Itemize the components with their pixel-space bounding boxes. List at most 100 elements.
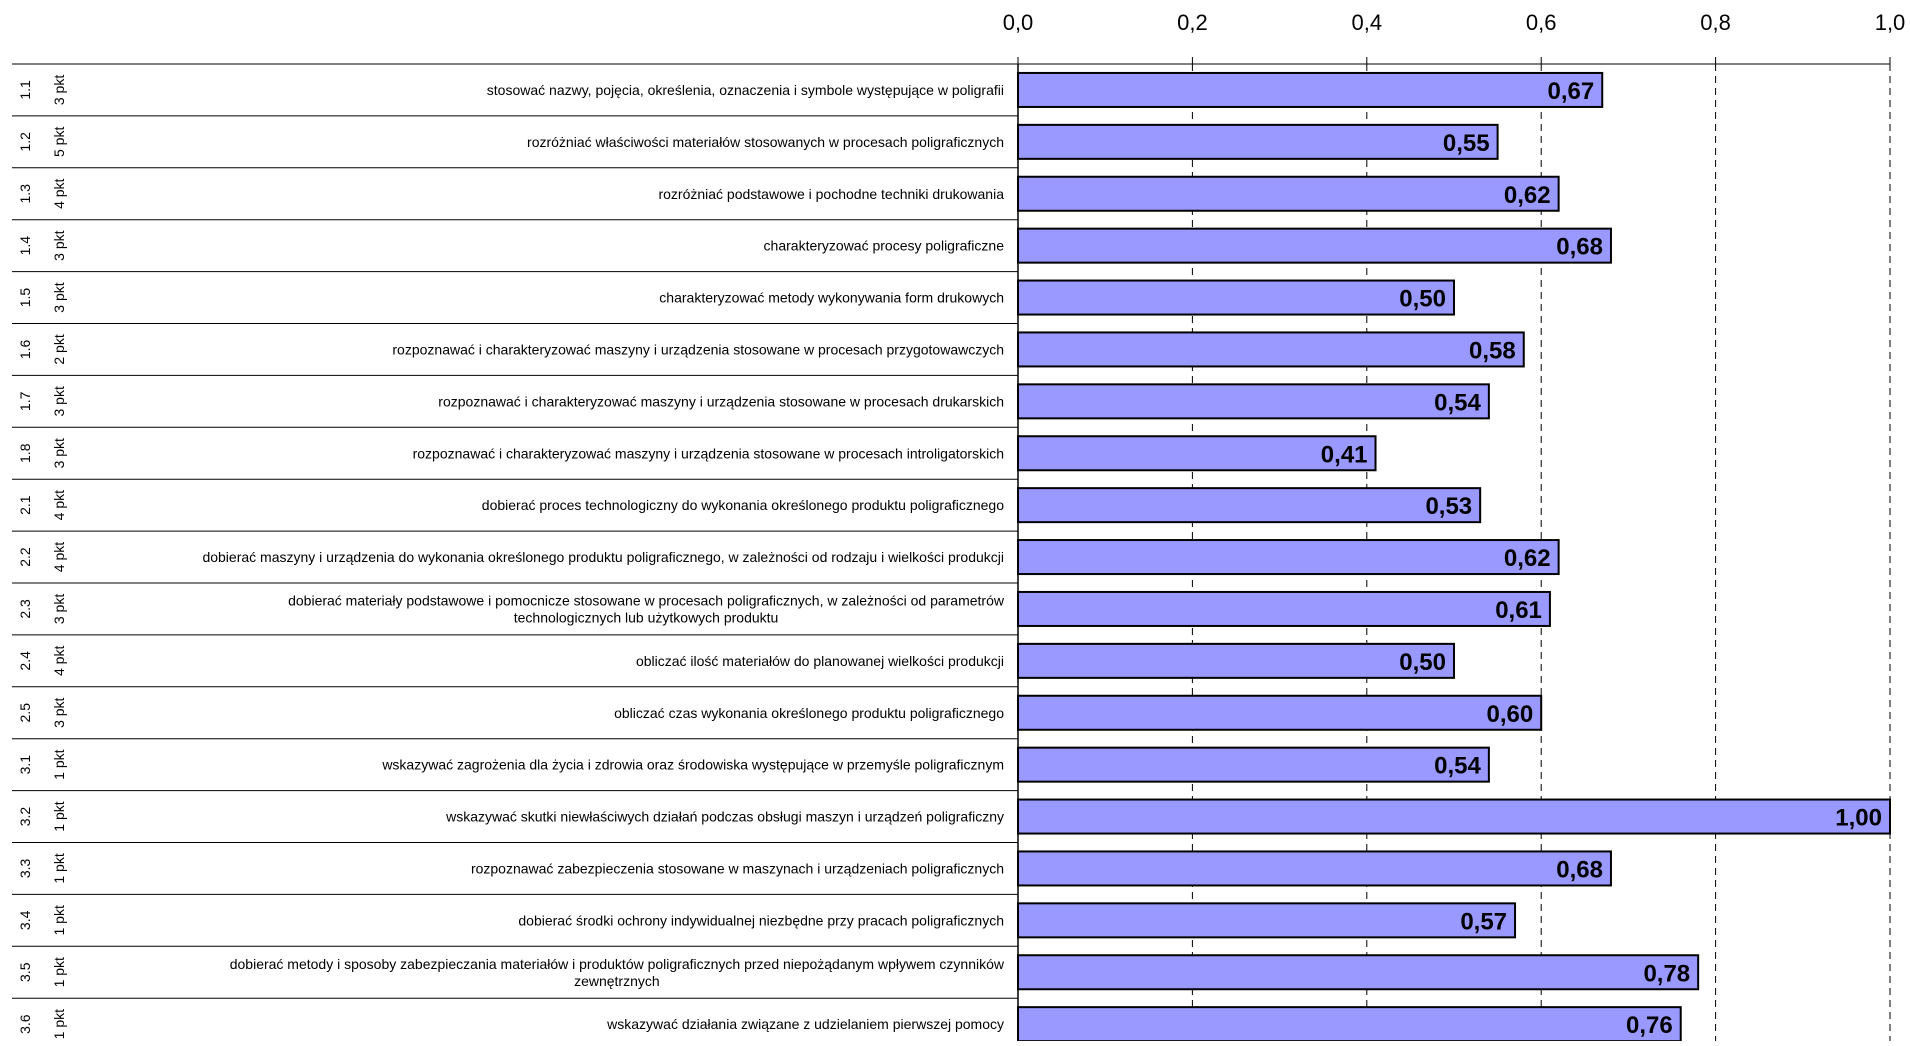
tick-label: 1,0 [1875, 10, 1906, 35]
bar-value-label: 0,53 [1425, 493, 1472, 520]
row-points-label: 1 pkt [51, 957, 67, 987]
bar-value-label: 0,68 [1556, 234, 1603, 261]
category-label: charakteryzować metody wykonywania form … [659, 290, 1004, 306]
row-code-label: 1.5 [17, 288, 33, 308]
category-label: rozpoznawać i charakteryzować maszyny i … [413, 445, 1004, 461]
value-axis: 0,0 0,2 0,4 0,6 0,8 1,0 [12, 10, 1906, 1046]
row-code-label: 3.6 [17, 1014, 33, 1034]
bar-value-label: 0,41 [1321, 441, 1368, 468]
row-code-label: 1.7 [17, 391, 33, 411]
row-code-label: 1.1 [17, 80, 33, 100]
row-points-label: 4 pkt [51, 542, 67, 572]
tick-label: 0,4 [1352, 10, 1383, 35]
bar-value-label: 0,57 [1460, 908, 1507, 935]
bar [1017, 954, 1700, 991]
row-code-label: 1.3 [17, 184, 33, 204]
category-label: zewnętrznych [574, 973, 660, 989]
bar [1017, 71, 1604, 108]
row-code-label: 3.2 [17, 807, 33, 827]
bar [1017, 383, 1490, 420]
bar-value-label: 0,78 [1643, 960, 1690, 987]
row-code-label: 2.2 [17, 547, 33, 567]
row-points-label: 4 pkt [51, 646, 67, 676]
bar [1017, 175, 1560, 212]
row-points-label: 1 pkt [51, 1009, 67, 1039]
bar [1017, 902, 1517, 939]
bar [1017, 123, 1499, 160]
row-points-label: 3 pkt [51, 75, 67, 105]
row-points-label: 4 pkt [51, 490, 67, 520]
tick-label: 0,6 [1526, 10, 1557, 35]
row-code-label: 1.6 [17, 340, 33, 360]
row-points-label: 3 pkt [51, 386, 67, 416]
row-code-label: 2.4 [17, 651, 33, 671]
category-label: rozróżniać podstawowe i pochodne technik… [658, 186, 1004, 202]
row-points-label: 3 pkt [51, 282, 67, 312]
bar-value-label: 0,61 [1495, 597, 1542, 624]
bar-value-label: 0,50 [1399, 649, 1446, 676]
bar [1017, 798, 1891, 835]
row-points-label: 1 pkt [51, 801, 67, 831]
bar-value-label: 0,67 [1548, 78, 1595, 105]
category-label: dobierać maszyny i urządzenia do wykonan… [202, 549, 1004, 565]
row-code-label: 2.5 [17, 703, 33, 723]
category-label: wskazywać zagrożenia dla życia i zdrowia… [381, 757, 1004, 773]
category-label: stosować nazwy, pojęcia, określenia, ozn… [487, 82, 1004, 98]
category-label: rozpoznawać i charakteryzować maszyny i … [392, 341, 1004, 357]
category-label: wskazywać skutki niewłaściwych działań p… [445, 809, 1004, 825]
bar [1017, 487, 1482, 524]
category-label: obliczać czas wykonania określonego prod… [614, 705, 1004, 721]
row-points-label: 5 pkt [51, 127, 67, 157]
bar-value-label: 0,60 [1486, 701, 1533, 728]
category-label: rozpoznawać i charakteryzować maszyny i … [438, 393, 1004, 409]
row-points-label: 3 pkt [51, 594, 67, 624]
category-label: technologicznych lub użytkowych produktu [514, 609, 779, 625]
category-label: dobierać środki ochrony indywidualnej ni… [518, 912, 1004, 928]
bar [1017, 539, 1560, 576]
bar [1017, 850, 1612, 887]
tick-label: 0,2 [1177, 10, 1208, 35]
row-points-label: 2 pkt [51, 334, 67, 364]
category-label: charakteryzować procesy poligraficzne [764, 238, 1005, 254]
row-code-label: 3.4 [17, 910, 33, 930]
row-code-label: 1.2 [17, 132, 33, 152]
category-label: rozróżniać właściwości materiałów stosow… [527, 134, 1004, 150]
bar [1017, 642, 1455, 679]
bar [1017, 694, 1543, 731]
bar-value-label: 0,62 [1504, 182, 1551, 209]
row-code-label: 3.1 [17, 755, 33, 775]
bar-value-label: 0,62 [1504, 545, 1551, 572]
row-code-label: 2.1 [17, 495, 33, 515]
row-code-label: 1.4 [17, 236, 33, 256]
bar-value-label: 0,54 [1434, 389, 1481, 416]
bar-value-label: 0,76 [1626, 1012, 1673, 1039]
row-points-label: 1 pkt [51, 905, 67, 935]
category-label: wskazywać działania związane z udzielani… [606, 1016, 1004, 1032]
row-code-label: 1.8 [17, 443, 33, 463]
category-label: dobierać metody i sposoby zabezpieczania… [230, 956, 1005, 972]
row-separators [12, 115, 1018, 999]
tick-label: 0,0 [1003, 10, 1034, 35]
row-code-label: 2.3 [17, 599, 33, 619]
row-points-label: 3 pkt [51, 438, 67, 468]
bars [1017, 71, 1891, 1043]
bar-value-label: 0,50 [1399, 286, 1446, 313]
bar [1017, 1006, 1682, 1043]
category-label: rozpoznawać zabezpieczenia stosowane w m… [471, 860, 1004, 876]
row-points-label: 1 pkt [51, 749, 67, 779]
row-points-label: 3 pkt [51, 697, 67, 727]
category-label: obliczać ilość materiałów do planowanej … [636, 653, 1004, 669]
row-points-label: 4 pkt [51, 178, 67, 208]
bar-value-label: 0,68 [1556, 856, 1603, 883]
bar [1017, 227, 1612, 264]
bar-value-label: 1,00 [1835, 805, 1882, 832]
bar [1017, 279, 1455, 316]
bar [1017, 331, 1525, 368]
bar-value-label: 0,54 [1434, 753, 1481, 780]
row-points-label: 3 pkt [51, 230, 67, 260]
labels: 0,67 stosować nazwy, pojęcia, określenia,… [17, 75, 1882, 1040]
row-code-label: 3.3 [17, 859, 33, 879]
bar [1017, 590, 1551, 627]
